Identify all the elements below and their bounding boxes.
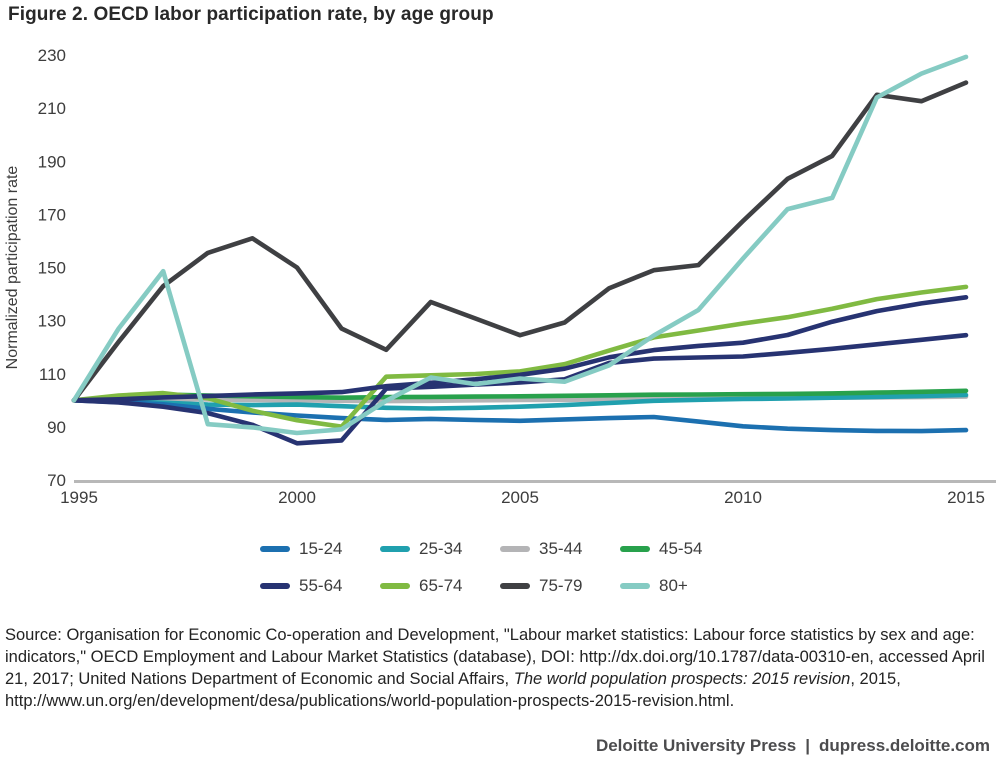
legend-label: 45-54 (659, 539, 703, 558)
legend-swatch-icon (260, 546, 290, 552)
legend: 15-24 25-34 35-44 45-54 55-64 65-74 75-79 80+ (260, 539, 740, 596)
y-tick-label: 70 (47, 471, 66, 490)
line-15-24 (71, 397, 969, 434)
source-text: , 2015, http://www.un.org/en/development… (5, 670, 901, 710)
line-75-79 (71, 80, 969, 403)
legend-item-75-79: 75-79 (500, 576, 620, 596)
x-tick-label: 2005 (501, 488, 539, 507)
x-tick-label: 1995 (60, 488, 98, 507)
legend-swatch-icon (500, 546, 530, 552)
x-tick-label: 2015 (947, 488, 985, 507)
legend-label: 35-44 (539, 539, 583, 558)
footer: Deloitte University Press | dupress.deloit… (596, 736, 990, 756)
y-tick-label: 150 (38, 259, 66, 278)
y-axis-label: Normalized participation rate (4, 166, 21, 370)
y-tick-label: 90 (47, 418, 66, 437)
legend-label: 80+ (659, 576, 688, 595)
line-unlabeled-navy (71, 332, 969, 446)
footer-site: dupress.deloitte.com (819, 736, 990, 755)
legend-item-55-64: 55-64 (260, 576, 380, 596)
footer-separator: | (805, 736, 811, 755)
source-text: Source: Organisation for Economic Co-ope… (5, 626, 985, 688)
legend-swatch-icon (620, 546, 650, 552)
legend-label: 65-74 (419, 576, 463, 595)
legend-swatch-icon (380, 583, 410, 589)
x-tick-label: 2000 (278, 488, 316, 507)
legend-swatch-icon (380, 546, 410, 552)
legend-item-35-44: 35-44 (500, 539, 620, 559)
legend-item-65-74: 65-74 (380, 576, 500, 596)
footer-brand: Deloitte University Press (595, 736, 797, 755)
legend-swatch-icon (260, 583, 290, 589)
x-tick-label: 2010 (724, 488, 762, 507)
legend-label: 55-64 (299, 576, 343, 595)
y-tick-label: 230 (38, 46, 66, 65)
legend-label: 15-24 (299, 539, 343, 558)
source-publication-title: The world population prospects: 2015 rev… (513, 670, 851, 688)
line-80+ (71, 54, 969, 436)
y-tick-label: 210 (38, 99, 66, 118)
legend-label: 25-34 (419, 539, 463, 558)
y-tick-label: 190 (38, 152, 66, 171)
line-65-74 (71, 284, 969, 429)
line-25-34 (71, 392, 969, 411)
y-tick-label: 130 (38, 312, 66, 331)
legend-item-15-24: 15-24 (260, 539, 380, 559)
legend-swatch-icon (500, 583, 530, 589)
legend-item-45-54: 45-54 (620, 539, 740, 559)
source-note: Source: Organisation for Economic Co-ope… (5, 624, 995, 712)
figure-title: Figure 2. OECD labor participation rate,… (8, 4, 494, 25)
chart-canvas: 70 90 110 130 150 170 190 210 230 1995 2000 2005 201… (4, 46, 996, 507)
line-55-64 (71, 294, 969, 403)
legend-label: 75-79 (539, 576, 583, 595)
y-tick-label: 170 (38, 205, 66, 224)
participation-rate-line-chart: 70 90 110 130 150 170 190 210 230 1995 2000 2005 201… (4, 46, 996, 507)
legend-item-80+: 80+ (620, 576, 740, 596)
legend-item-25-34: 25-34 (380, 539, 500, 559)
y-tick-label: 110 (39, 365, 66, 384)
legend-swatch-icon (620, 583, 650, 589)
